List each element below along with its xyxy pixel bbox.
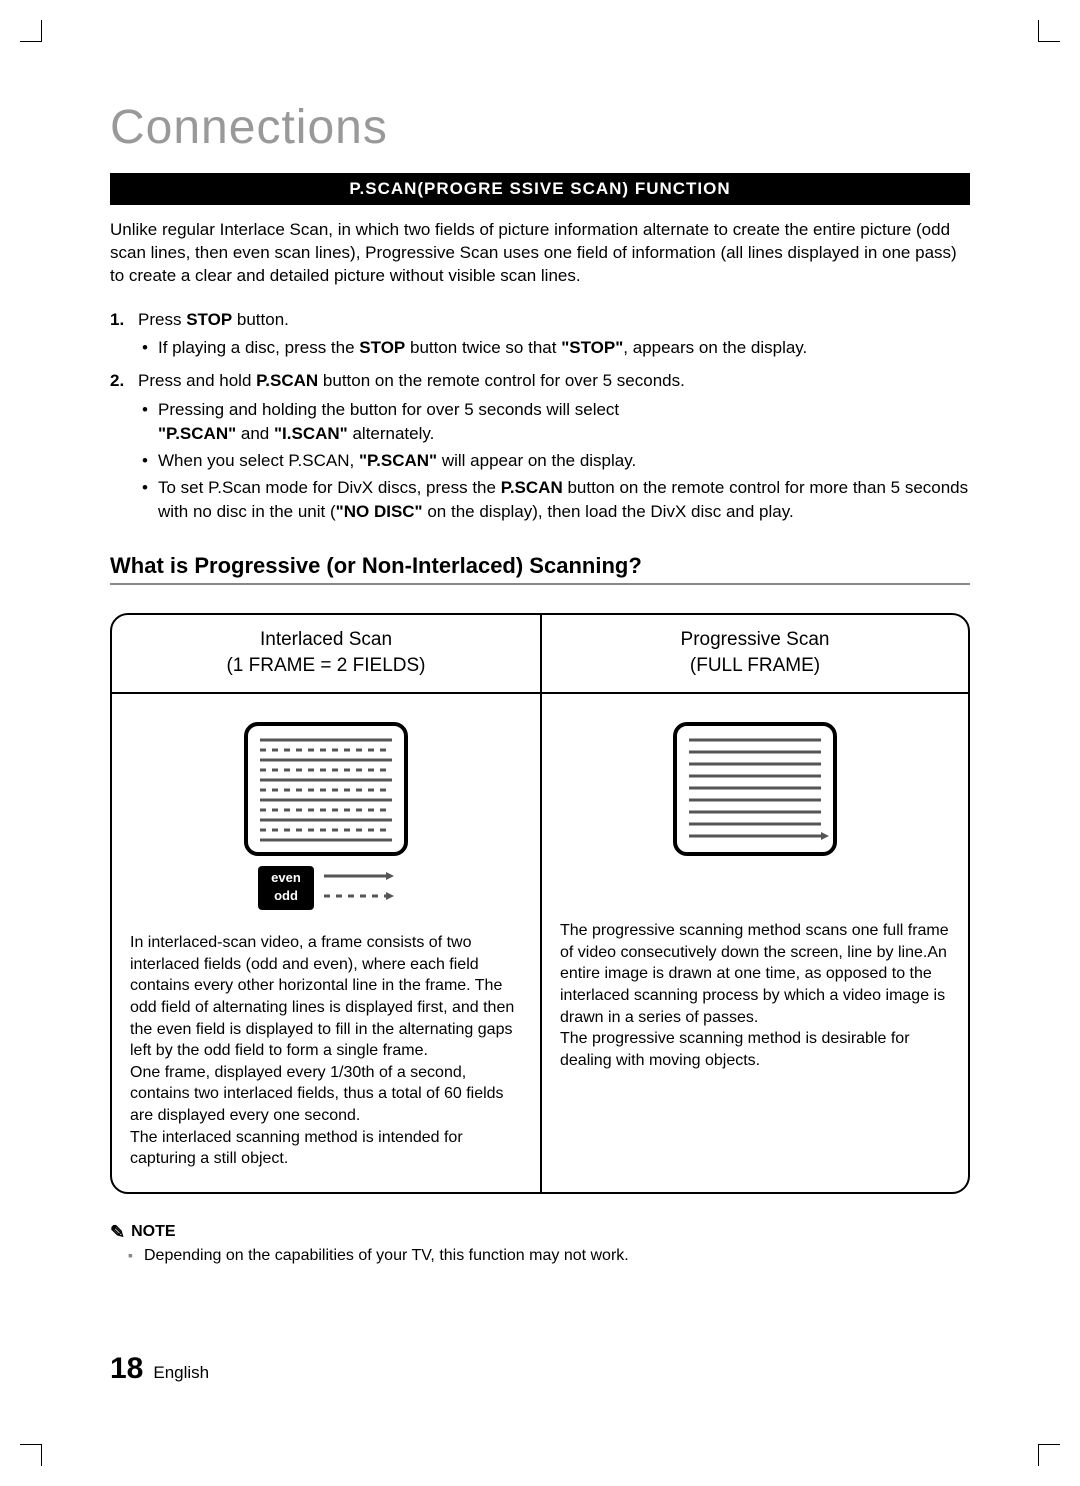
bullet-item: If playing a disc, press the STOP button… bbox=[138, 336, 970, 361]
interlaced-column: Interlaced Scan (1 FRAME = 2 FIELDS) bbox=[112, 615, 540, 1192]
language-label: English bbox=[153, 1363, 209, 1383]
bullet-item: Pressing and holding the button for over… bbox=[138, 398, 970, 447]
comparison-table: Interlaced Scan (1 FRAME = 2 FIELDS) bbox=[110, 613, 970, 1194]
subheading: What is Progressive (or Non-Interlaced) … bbox=[110, 553, 970, 579]
note-header: ✎ NOTE bbox=[110, 1222, 970, 1243]
monitor-icon bbox=[665, 718, 845, 878]
column-body: even odd In interlaced-scan video, a fra… bbox=[112, 694, 540, 1192]
step-2: 2. Press and hold P.SCAN button on the r… bbox=[110, 369, 970, 525]
column-description: In interlaced-scan video, a frame consis… bbox=[130, 932, 522, 1170]
steps-list: 1. Press STOP button. If playing a disc,… bbox=[110, 308, 970, 525]
column-body: The progressive scanning method scans on… bbox=[542, 694, 968, 1093]
crop-mark bbox=[1038, 20, 1060, 42]
header-line: (1 FRAME = 2 FIELDS) bbox=[120, 653, 532, 679]
page-number: 18 bbox=[110, 1352, 143, 1386]
column-header: Progressive Scan (FULL FRAME) bbox=[542, 615, 968, 694]
crop-mark bbox=[1038, 1444, 1060, 1466]
step-text: Press and hold bbox=[138, 371, 256, 390]
bold: P.SCAN bbox=[256, 371, 318, 390]
interlaced-diagram: even odd bbox=[130, 710, 522, 932]
chapter-title: Connections bbox=[110, 100, 970, 155]
bold: STOP bbox=[186, 310, 232, 329]
svg-text:odd: odd bbox=[274, 888, 298, 903]
header-line: Interlaced Scan bbox=[120, 627, 532, 653]
page-content: Connections P.SCAN(PROGRE SSIVE SCAN) FU… bbox=[110, 100, 970, 1386]
step-number: 2. bbox=[110, 369, 124, 394]
step-text: button. bbox=[232, 310, 289, 329]
header-line: (FULL FRAME) bbox=[550, 653, 960, 679]
page-footer: 18 English bbox=[110, 1352, 209, 1386]
note-label: NOTE bbox=[131, 1223, 175, 1241]
crop-mark bbox=[20, 1444, 42, 1466]
column-description: The progressive scanning method scans on… bbox=[560, 920, 950, 1071]
header-line: Progressive Scan bbox=[550, 627, 960, 653]
progressive-column: Progressive Scan (FULL FRAME) bbox=[540, 615, 968, 1192]
column-header: Interlaced Scan (1 FRAME = 2 FIELDS) bbox=[112, 615, 540, 694]
svg-text:even: even bbox=[271, 870, 301, 885]
pencil-icon: ✎ bbox=[110, 1222, 125, 1243]
step-text: Press bbox=[138, 310, 186, 329]
bullet-item: To set P.Scan mode for DivX discs, press… bbox=[138, 476, 970, 525]
intro-paragraph: Unlike regular Interlace Scan, in which … bbox=[110, 219, 970, 288]
step-text: button on the remote control for over 5 … bbox=[318, 371, 685, 390]
sub-bullets: Pressing and holding the button for over… bbox=[138, 398, 970, 525]
monitor-icon: even odd bbox=[236, 718, 416, 918]
step-number: 1. bbox=[110, 308, 124, 333]
crop-mark bbox=[20, 20, 42, 42]
progressive-diagram bbox=[560, 710, 950, 920]
bullet-item: When you select P.SCAN, "P.SCAN" will ap… bbox=[138, 449, 970, 474]
sub-bullets: If playing a disc, press the STOP button… bbox=[138, 336, 970, 361]
note-text: Depending on the capabilities of your TV… bbox=[110, 1247, 970, 1265]
step-1: 1. Press STOP button. If playing a disc,… bbox=[110, 308, 970, 361]
rule bbox=[110, 583, 970, 585]
section-bar: P.SCAN(PROGRE SSIVE SCAN) FUNCTION bbox=[110, 173, 970, 205]
